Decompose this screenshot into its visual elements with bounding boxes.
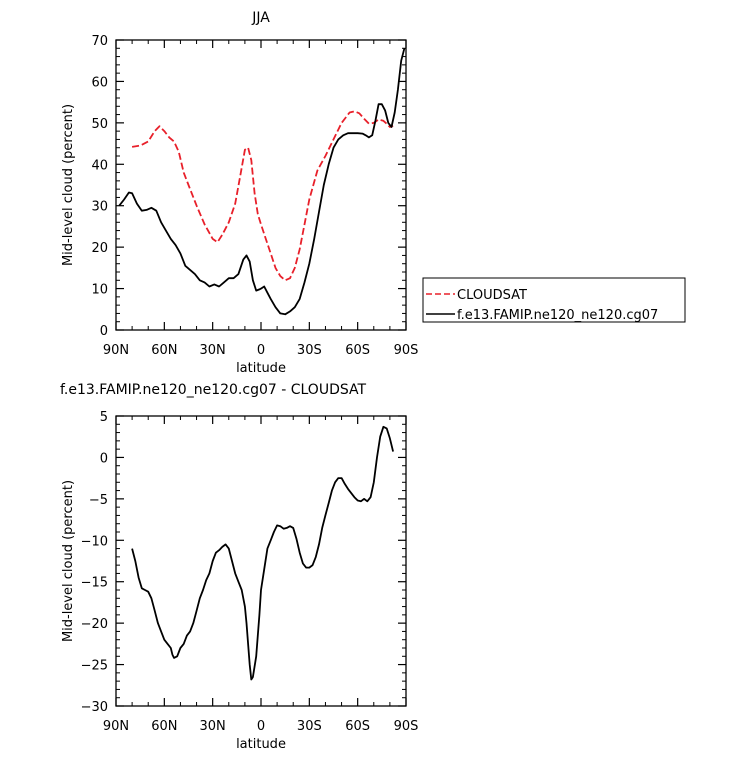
x-tick-label: 60S	[345, 343, 370, 358]
x-tick-label: 60N	[151, 343, 177, 358]
series-line-cloudsat	[131, 110, 394, 282]
chart-title: JJA	[251, 10, 270, 26]
y-tick-label: 5	[100, 410, 108, 425]
y-tick-label: 30	[91, 200, 108, 215]
series-line-model	[131, 425, 394, 681]
x-tick-label: 30S	[297, 719, 322, 734]
y-tick-label: −15	[81, 576, 108, 591]
x-axis-label: latitude	[236, 361, 286, 376]
y-tick-label: −5	[89, 493, 108, 508]
x-tick-label: 60S	[345, 719, 370, 734]
legend: CLOUDSAT f.e13.FAMIP.ne120_ne120.cg07	[422, 277, 686, 323]
legend-label: CLOUDSAT	[457, 288, 527, 303]
y-tick-label: 0	[100, 324, 108, 339]
x-axis-label: latitude	[236, 737, 286, 752]
y-tick-label: −20	[81, 617, 108, 632]
x-tick-label: 30N	[200, 343, 226, 358]
y-tick-label: −30	[81, 700, 108, 715]
series-line-model	[118, 48, 406, 316]
plot-frame	[115, 39, 407, 331]
y-tick-label: 20	[91, 241, 108, 256]
top-panel-jja: JJA 0 10 20 30 40 50 60 70 90N 60N 30N 0 30S 60S 90S lat…	[61, 10, 418, 376]
y-tick-label: −10	[81, 534, 108, 549]
y-tick-label: 10	[91, 283, 108, 298]
y-tick-label: 60	[91, 75, 108, 90]
y-axis-label: Mid-level cloud (percent)	[61, 104, 76, 266]
chart-title: f.e13.FAMIP.ne120_ne120.cg07 - CLOUDSAT	[60, 382, 366, 398]
x-tick-label: 90N	[103, 343, 129, 358]
x-tick-label: 60N	[151, 719, 177, 734]
x-tick-label: 0	[257, 719, 265, 734]
legend-box	[422, 277, 686, 323]
plot-frame	[115, 415, 407, 707]
y-tick-label: 0	[100, 451, 108, 466]
x-tick-label: 30N	[200, 719, 226, 734]
x-tick-label: 30S	[297, 343, 322, 358]
y-tick-label: −25	[81, 659, 108, 674]
y-tick-label: 50	[91, 117, 108, 132]
bottom-panel-difference: f.e13.FAMIP.ne120_ne120.cg07 - CLOUDSAT −…	[60, 382, 418, 752]
x-tick-label: 90S	[394, 343, 419, 358]
x-tick-label: 0	[257, 343, 265, 358]
y-tick-label: 70	[91, 34, 108, 49]
y-tick-label: 40	[91, 158, 108, 173]
y-axis-label: Mid-level cloud (percent)	[61, 480, 76, 642]
legend-label: f.e13.FAMIP.ne120_ne120.cg07	[457, 308, 658, 323]
x-tick-label: 90N	[103, 719, 129, 734]
x-tick-label: 90S	[394, 719, 419, 734]
